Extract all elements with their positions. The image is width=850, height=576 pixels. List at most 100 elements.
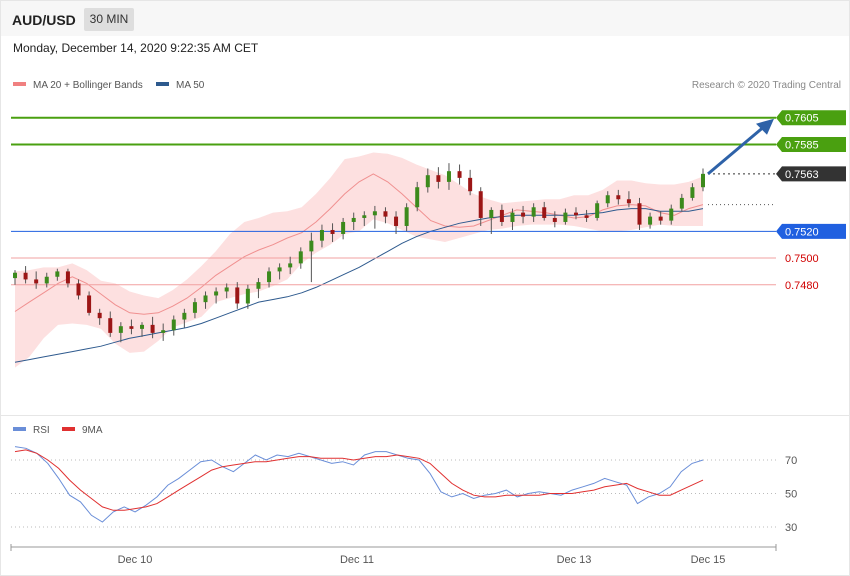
candle — [394, 211, 399, 234]
candle-body — [129, 326, 134, 329]
ma50-swatch — [156, 82, 169, 87]
candle — [171, 315, 176, 336]
candle — [383, 207, 388, 224]
ma9-swatch — [62, 427, 75, 432]
candle — [319, 224, 324, 248]
legend-rsi: RSI — [13, 425, 50, 437]
candle-body — [499, 209, 504, 222]
candle — [13, 270, 17, 285]
timestamp: Monday, December 14, 2020 9:22:35 AM CET — [13, 41, 259, 55]
bollinger-band — [15, 152, 703, 368]
candle-body — [552, 217, 557, 222]
candle — [457, 164, 462, 185]
candle-body — [277, 267, 282, 272]
candle — [245, 284, 250, 309]
timeframe-button[interactable]: 30 MIN — [84, 8, 134, 31]
candle-body — [446, 171, 451, 182]
candle-body — [563, 212, 568, 222]
candle — [298, 247, 303, 269]
candle — [637, 197, 642, 230]
legend-9ma-label: 9MA — [82, 425, 103, 436]
rsi-swatch — [13, 427, 26, 432]
candle — [34, 271, 39, 289]
legend-ma50: MA 50 — [156, 80, 204, 92]
legend-ma20: MA 20 + Bollinger Bands — [13, 80, 143, 92]
candle-body — [415, 187, 420, 208]
candle — [648, 212, 653, 229]
candle-body — [87, 295, 92, 313]
candle — [267, 267, 272, 288]
candle-body — [150, 324, 155, 333]
toolbar: AUD/USD 30 MIN — [1, 1, 849, 36]
candle-body — [23, 272, 28, 280]
level-resistance-0.7605-label: 0.7605 — [785, 113, 819, 125]
candle-body — [542, 207, 547, 218]
level-pivot-0.7520-tag — [776, 223, 846, 239]
candle-body — [140, 324, 145, 329]
x-tick-label: Dec 11 — [340, 554, 374, 566]
candle — [595, 200, 600, 221]
candle — [468, 169, 473, 196]
level-last-0.7563-label: 0.7563 — [785, 169, 819, 181]
level-pivot-0.7520-label: 0.7520 — [785, 226, 819, 238]
candle — [182, 308, 187, 328]
candle — [372, 205, 377, 229]
candle-body — [341, 221, 346, 234]
candle-body — [351, 217, 356, 222]
candle-body — [362, 215, 367, 218]
rsi-9ma-line — [14, 449, 704, 511]
candle-body — [648, 216, 653, 225]
candle-body — [288, 263, 293, 268]
level-resistance-0.7585-label: 0.7585 — [785, 139, 819, 151]
x-tick-label: Dec 15 — [691, 554, 726, 566]
candle-body — [76, 283, 81, 296]
candle-body — [489, 209, 494, 218]
candle-body — [669, 208, 674, 221]
level-resistance-0.7605-tag — [776, 110, 846, 126]
candle — [55, 268, 60, 281]
candle — [478, 187, 483, 226]
candle-body — [404, 207, 409, 226]
candle-body — [690, 187, 695, 198]
candle — [277, 263, 282, 280]
candle — [690, 183, 695, 201]
candle — [351, 212, 356, 230]
x-tick-label: Dec 10 — [118, 554, 153, 566]
symbol-title: AUD/USD — [12, 12, 76, 28]
candle — [446, 163, 451, 190]
candle — [489, 207, 494, 234]
candle — [203, 291, 208, 309]
x-tick-label: Dec 13 — [557, 554, 592, 566]
candle-body — [701, 173, 705, 188]
candle — [214, 287, 219, 304]
legend-9ma: 9MA — [62, 425, 103, 437]
candle — [97, 308, 102, 325]
candle-body — [97, 312, 102, 319]
candle — [224, 283, 229, 299]
rsi-tick-50: 50 — [785, 489, 797, 501]
candle-body — [192, 302, 197, 313]
candle-body — [605, 195, 610, 204]
level-last-0.7563-tag — [776, 166, 846, 182]
candle — [65, 268, 70, 288]
candle — [552, 211, 557, 228]
rsi-tick-30: 30 — [785, 522, 797, 534]
candle-body — [65, 271, 70, 284]
candle — [76, 279, 81, 300]
candle — [436, 167, 441, 189]
level-resistance-0.7585-tag — [776, 136, 846, 152]
candle — [499, 204, 504, 226]
candle-body — [457, 171, 462, 178]
candle-body — [298, 251, 303, 264]
candle — [626, 191, 631, 208]
candle-body — [171, 319, 176, 331]
candle — [521, 205, 526, 224]
candle-body — [478, 191, 483, 218]
candle — [616, 189, 621, 205]
candle-body — [44, 276, 49, 284]
legend-rsi-label: RSI — [33, 425, 50, 436]
candle — [235, 282, 240, 309]
candle — [108, 311, 113, 337]
candle — [256, 278, 261, 299]
